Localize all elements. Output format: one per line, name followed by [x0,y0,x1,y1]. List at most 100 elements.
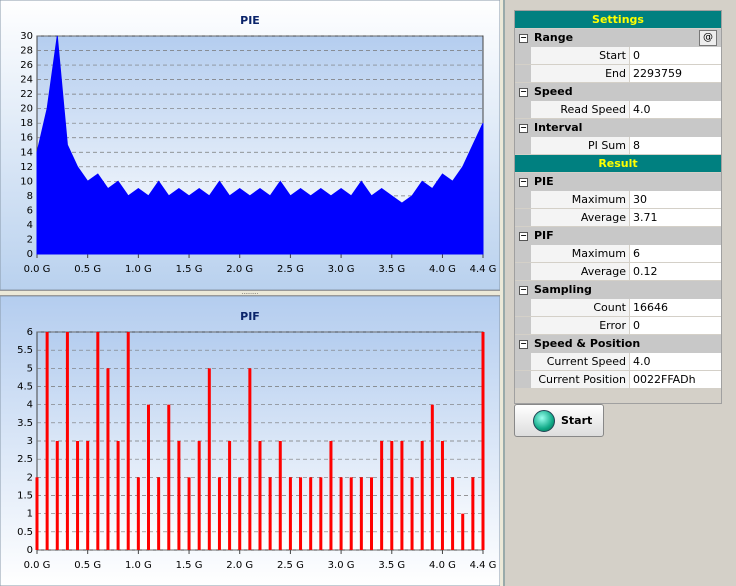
collapse-icon[interactable]: − [519,123,528,133]
y-tick-label: 3.5 [17,418,33,429]
property-value[interactable]: 8 [630,137,721,154]
collapse-icon[interactable]: − [519,285,528,295]
bar [339,477,343,550]
x-tick-label: 2.0 G [226,264,253,275]
category-row: − Range @ [515,29,721,47]
y-tick-label: 6 [27,205,33,216]
bar [96,332,100,550]
y-tick-label: 28 [20,46,33,57]
y-tick-label: 4.5 [17,382,33,393]
bar [400,441,404,550]
y-tick-label: 20 [20,104,33,115]
bar [319,477,323,550]
property-value[interactable]: 0 [630,47,721,64]
property-row: Read Speed 4.0 [515,101,721,119]
x-tick-label: 0.5 G [74,264,101,275]
gutter [515,65,531,82]
bar [136,477,140,550]
bar [197,441,201,550]
bar [238,477,242,550]
bar [157,477,161,550]
property-value[interactable]: 6 [630,245,721,262]
bar [228,441,232,550]
property-value[interactable]: 0022FFADh [630,371,721,388]
collapse-icon[interactable]: − [519,177,528,187]
y-tick-label: 5.5 [17,345,33,356]
category-row: − Interval [515,119,721,137]
y-tick-label: 0 [27,545,33,556]
property-value[interactable]: 2293759 [630,65,721,82]
x-tick-label: 4.4 G [470,264,497,275]
property-value[interactable]: 16646 [630,299,721,316]
collapse-icon[interactable]: − [519,231,528,241]
property-label: Read Speed [531,101,630,118]
x-tick-label: 1.0 G [125,560,152,571]
gutter [515,263,531,280]
bar [76,441,80,550]
collapse-icon[interactable]: − [519,87,528,97]
property-row: Current Position 0022FFADh [515,371,721,389]
property-grid: Settings − Range @ Start 0 End 2293759− Speed Rea… [514,10,722,404]
gutter [515,317,531,334]
y-tick-label: 2 [27,472,33,483]
x-tick-label: 0.0 G [24,560,51,571]
property-row: Error 0 [515,317,721,335]
property-row: Maximum 6 [515,245,721,263]
bar [461,513,465,550]
property-row: Start 0 [515,47,721,65]
gutter [515,137,531,154]
property-value[interactable]: 0 [630,317,721,334]
collapse-icon[interactable]: − [519,33,528,43]
property-value[interactable]: 0.12 [630,263,721,280]
property-value[interactable]: 4.0 [630,353,721,370]
range-button[interactable]: @ [699,30,717,46]
x-tick-label: 3.0 G [328,560,355,571]
gutter [515,299,531,316]
bar [349,477,353,550]
gutter [515,353,531,370]
property-label: Start [531,47,630,64]
bar [471,477,475,550]
y-tick-label: 4 [27,400,33,411]
bar [268,477,272,550]
start-button[interactable]: Start [514,404,604,437]
x-tick-label: 4.4 G [470,560,497,571]
collapse-icon[interactable]: − [519,339,528,349]
property-label: Average [531,263,630,280]
category-row: − Sampling [515,281,721,299]
y-tick-label: 22 [20,89,33,100]
gutter [515,47,531,64]
x-tick-label: 4.0 G [429,264,456,275]
play-icon [533,409,555,432]
gutter [515,245,531,262]
x-tick-label: 2.0 G [226,560,253,571]
y-tick-label: 0.5 [17,527,33,538]
category-title: Range [534,31,574,44]
property-label: Maximum [531,191,630,208]
bar [258,441,262,550]
bar [420,441,424,550]
pif-chart: PIF 0 0.5 1 1.5 2 2.5 3 3.5 4 4.5 5 5.5 6 0.0 G 0.5 G 1.… [0,296,500,586]
bar [207,368,211,550]
bar [329,441,333,550]
y-tick-label: 8 [27,191,33,202]
gutter [515,191,531,208]
property-value[interactable]: 30 [630,191,721,208]
property-label: End [531,65,630,82]
property-label: Current Speed [531,353,630,370]
property-row: Average 3.71 [515,209,721,227]
y-tick-label: 12 [20,162,33,173]
category-row: − PIF [515,227,721,245]
area [36,35,484,255]
chart-title: PIF [240,310,260,323]
category-title: PIF [534,229,554,242]
bar [299,477,303,550]
property-value[interactable]: 4.0 [630,101,721,118]
y-tick-label: 14 [20,147,33,158]
property-label: PI Sum [531,137,630,154]
bar [359,477,363,550]
property-value[interactable]: 3.71 [630,209,721,226]
property-label: Maximum [531,245,630,262]
y-tick-label: 24 [20,75,33,86]
